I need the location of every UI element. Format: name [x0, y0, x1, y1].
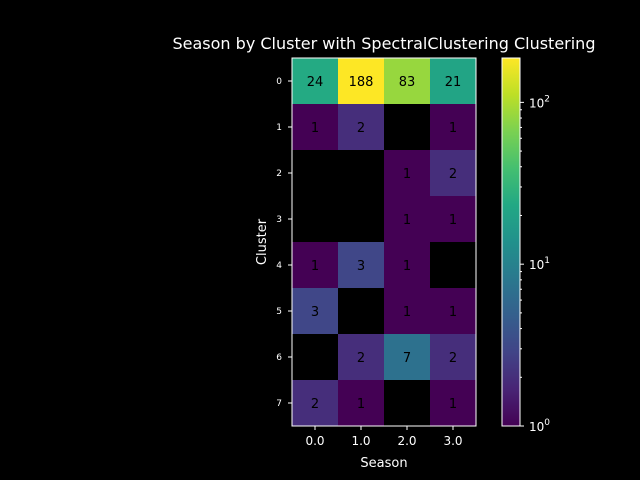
cell-value-label: 1 — [403, 213, 411, 228]
heatmap-cell — [384, 150, 430, 196]
x-axis: 0.0 1.0 2.0 3.0 — [305, 426, 463, 448]
cell-value-label: 21 — [445, 75, 462, 90]
y-tick-label: 3 — [276, 215, 282, 225]
y-axis-label: Cluster — [255, 218, 270, 265]
colorbar-tick-label: 100 — [529, 418, 550, 434]
y-tick-label: 0 — [276, 77, 282, 87]
chart-title: Season by Cluster with SpectralClusterin… — [173, 34, 596, 53]
heatmap-cell — [338, 150, 384, 196]
cell-value-label: 1 — [403, 259, 411, 274]
cell-value-label: 83 — [399, 75, 416, 90]
heatmap-cell — [430, 150, 476, 196]
cell-value-label: 2 — [357, 121, 365, 136]
heatmap-cell — [384, 242, 430, 288]
y-tick-label: 6 — [276, 353, 282, 363]
cell-annotations: 24 188 83 211 2 11 21 11 3 13 1 12 7 22 1 1 — [307, 75, 462, 412]
cell-value-label: 2 — [311, 397, 319, 412]
heatmap-cell — [292, 288, 338, 334]
heatmap-cell — [430, 58, 476, 104]
heatmap-cell — [338, 58, 384, 104]
cell-value-label: 7 — [403, 351, 411, 366]
cell-value-label: 1 — [449, 397, 457, 412]
cell-value-label: 1 — [403, 305, 411, 320]
heatmap-cell — [430, 288, 476, 334]
x-tick-label: 1.0 — [351, 434, 370, 448]
heatmap-cell — [430, 334, 476, 380]
cell-value-label: 3 — [357, 259, 365, 274]
heatmap-cell — [338, 288, 384, 334]
heatmap-cell — [384, 288, 430, 334]
heatmap-cell — [292, 380, 338, 426]
y-axis: 0 1 2 3 4 5 6 7 — [276, 77, 292, 409]
cell-value-label: 1 — [449, 213, 457, 228]
heatmap-cell — [430, 196, 476, 242]
heatmap-cell — [384, 104, 430, 150]
cell-value-label: 2 — [449, 351, 457, 366]
heatmap-cell — [384, 334, 430, 380]
x-tick-label: 2.0 — [397, 434, 416, 448]
cell-value-label: 1 — [403, 167, 411, 182]
colorbar — [501, 57, 521, 427]
cell-value-label: 2 — [357, 351, 365, 366]
heatmap-cell — [430, 242, 476, 288]
heatmap-cell — [338, 196, 384, 242]
heatmap-cell — [338, 242, 384, 288]
y-tick-label: 5 — [276, 307, 282, 317]
heatmap-cell — [384, 380, 430, 426]
cell-value-label: 1 — [357, 397, 365, 412]
cell-value-label: 24 — [307, 75, 324, 90]
heatmap-cell — [292, 58, 338, 104]
heatmap-cell — [430, 104, 476, 150]
cell-value-label: 188 — [349, 75, 374, 90]
y-tick-label: 7 — [276, 399, 282, 409]
x-tick-label: 0.0 — [305, 434, 324, 448]
heatmap-cell — [292, 242, 338, 288]
heatmap-cell — [338, 104, 384, 150]
heatmap-cell — [292, 104, 338, 150]
x-axis-label: Season — [360, 456, 407, 471]
heatmap-cell — [430, 380, 476, 426]
y-tick-label: 2 — [276, 169, 282, 179]
y-tick-label: 4 — [276, 261, 282, 271]
y-tick-label: 1 — [276, 123, 282, 133]
colorbar-ticks: 100 101 102 — [520, 94, 550, 434]
cell-value-label: 2 — [449, 167, 457, 182]
cell-value-label: 1 — [449, 305, 457, 320]
heatmap-cell — [384, 58, 430, 104]
cell-value-label: 1 — [311, 259, 319, 274]
plot-frame — [291, 57, 477, 427]
heatmap-cell — [338, 334, 384, 380]
x-tick-label: 3.0 — [443, 434, 462, 448]
heatmap-cell — [292, 196, 338, 242]
cell-value-label: 1 — [449, 121, 457, 136]
cell-value-label: 1 — [311, 121, 319, 136]
heatmap-cells — [292, 58, 476, 426]
colorbar-tick-label: 101 — [529, 256, 550, 272]
cell-value-label: 3 — [311, 305, 319, 320]
heatmap-cell — [292, 334, 338, 380]
heatmap-cell — [292, 150, 338, 196]
heatmap-cell — [338, 380, 384, 426]
heatmap-cell — [384, 196, 430, 242]
colorbar-tick-label: 102 — [529, 94, 550, 110]
